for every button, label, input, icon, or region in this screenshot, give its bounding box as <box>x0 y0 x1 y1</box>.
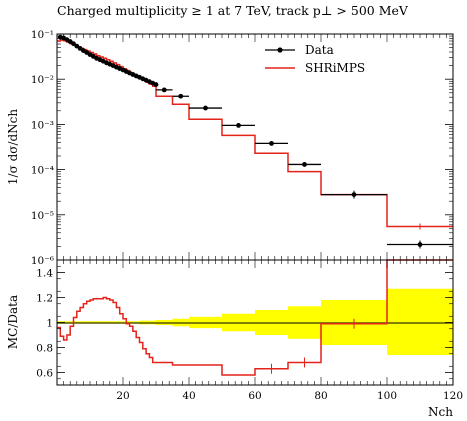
ratio-mc-histogram <box>57 259 453 376</box>
data-point <box>156 87 173 93</box>
uncertainty-band-area <box>57 288 453 355</box>
main-y-tick-label: 10⁻¹ <box>31 29 54 41</box>
data-point <box>71 41 76 47</box>
data-point-marker <box>153 82 159 87</box>
legend-mc-label: SHRiMPS <box>305 61 365 75</box>
x-tick-label: 80 <box>314 390 327 402</box>
ratio-y-tick-label: 0.6 <box>36 368 53 380</box>
ratio-mc-step-line <box>57 259 453 376</box>
data-point <box>189 105 222 111</box>
ratio-panel: 0.6 0.8 1 1.2 1.4 20 40 60 80 100 120 MC/Data Nch <box>6 259 463 419</box>
data-point-marker <box>203 105 208 111</box>
ratio-y-tick-label: 1.4 <box>36 268 53 280</box>
data-points <box>57 34 453 249</box>
main-y-tick-label: 10⁻⁶ <box>31 255 54 267</box>
chart-title: Charged multiplicity ≥ 1 at 7 TeV, track… <box>57 3 409 18</box>
x-tick-label: 60 <box>248 390 261 402</box>
legend: Data SHRiMPS <box>265 43 365 75</box>
x-tick-label: 40 <box>182 390 195 402</box>
data-point <box>153 82 159 87</box>
ratio-frame <box>56 259 454 386</box>
legend-data-label: Data <box>305 43 334 57</box>
data-uncertainty-band <box>57 288 453 355</box>
data-point <box>255 140 288 146</box>
main-y-tick-label: 10⁻³ <box>31 119 54 131</box>
ratio-y-tick-label: 1 <box>46 318 53 330</box>
x-tick-label: 120 <box>443 390 463 402</box>
x-axis-label: Nch <box>428 405 453 419</box>
ratio-y-axis-label: MC/Data <box>6 295 20 349</box>
main-y-ticks: 10⁻⁶ 10⁻⁵ 10⁻⁴ 10⁻³ 10⁻² 10⁻¹ <box>31 29 453 267</box>
data-point <box>222 123 255 128</box>
x-tick-label: 100 <box>377 390 397 402</box>
main-panel: 10⁻⁶ 10⁻⁵ 10⁻⁴ 10⁻³ 10⁻² 10⁻¹ 1/σ dσ/dNch Dat… <box>6 29 454 267</box>
main-y-tick-label: 10⁻² <box>31 74 54 86</box>
data-point-marker <box>302 162 307 167</box>
data-point-marker <box>71 41 76 47</box>
main-y-tick-label: 10⁻⁴ <box>31 165 54 177</box>
data-point-marker <box>161 87 167 93</box>
data-point <box>387 240 453 249</box>
data-point <box>321 190 387 199</box>
ratio-ticks: 0.6 0.8 1 1.2 1.4 20 40 60 80 100 120 <box>36 260 463 402</box>
ratio-y-tick-label: 1.2 <box>36 293 53 305</box>
x-tick-label: 20 <box>116 390 129 402</box>
main-y-axis-label: 1/σ dσ/dNch <box>6 109 20 186</box>
data-point-marker <box>269 140 274 146</box>
ratio-y-tick-label: 0.8 <box>36 343 53 355</box>
data-point-marker <box>178 93 184 99</box>
data-point <box>288 162 321 167</box>
main-y-tick-label: 10⁻⁵ <box>31 210 54 222</box>
data-point <box>172 93 189 99</box>
legend-data-marker <box>277 47 283 53</box>
data-point-marker <box>236 123 241 128</box>
